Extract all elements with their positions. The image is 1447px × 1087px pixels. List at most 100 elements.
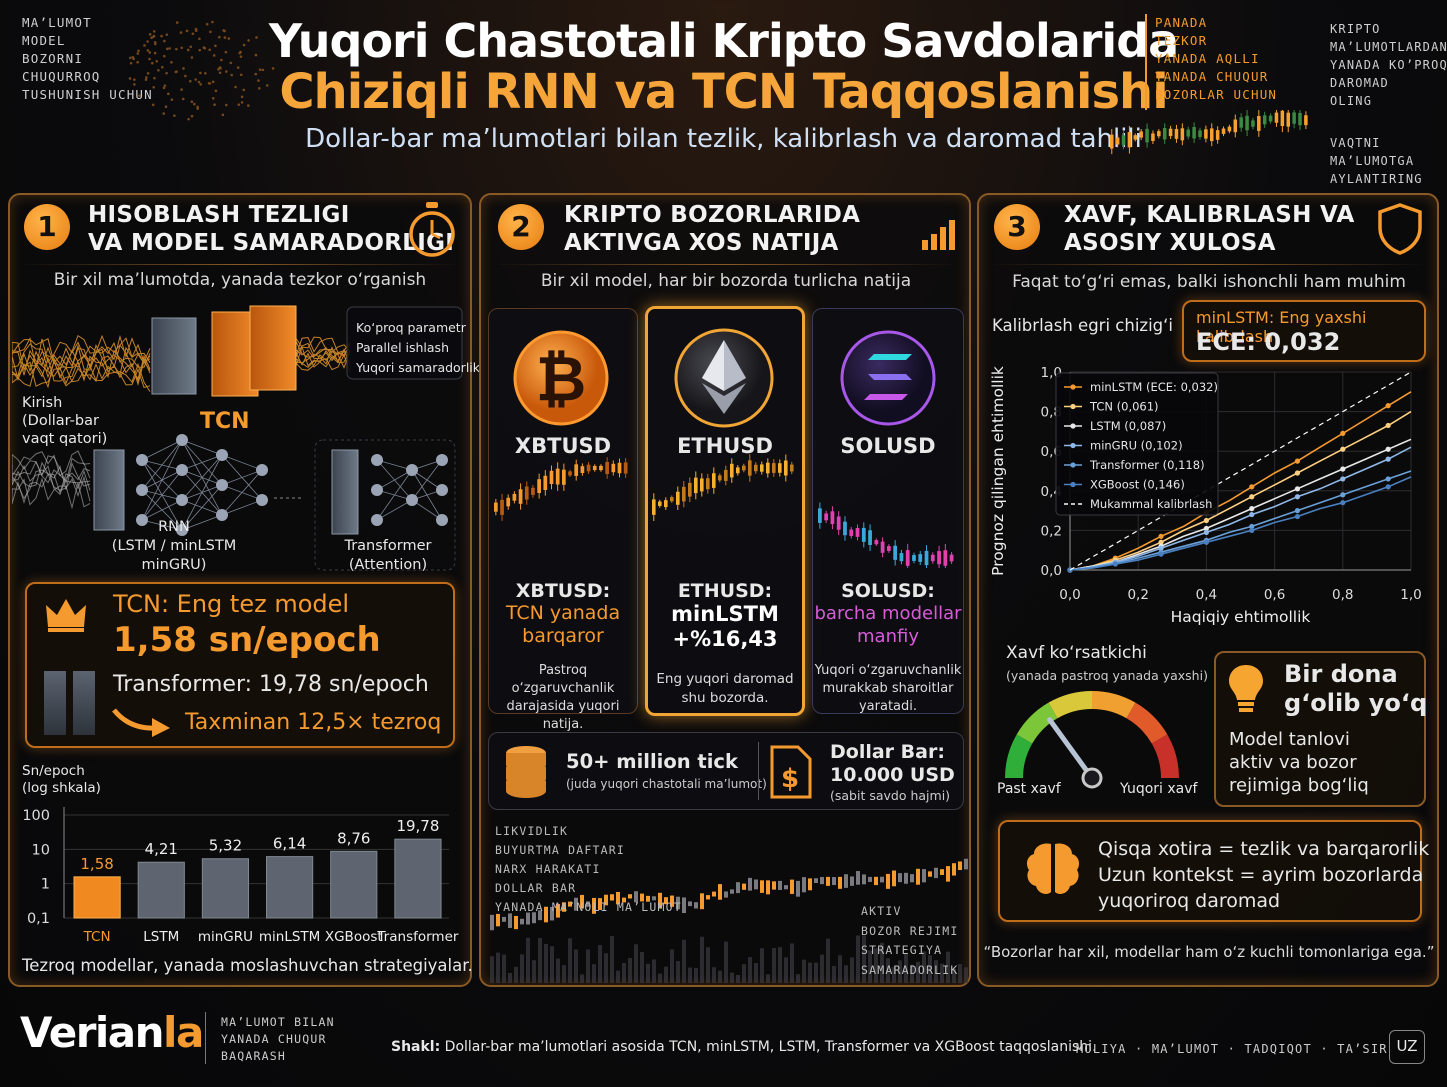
map-dot [180,88,183,91]
map-dot [131,55,135,59]
candle-body [937,551,941,565]
map-dot [214,44,217,48]
volume-bar [934,960,938,983]
candle-body [742,883,746,890]
candle-body [562,469,566,485]
candle-body [1257,116,1261,131]
corner-text-line: KRIPTO [1330,22,1381,36]
series-point [1385,456,1391,462]
volume-bar [646,963,650,983]
candle-body [778,880,782,890]
signal-wave [12,337,151,368]
volume-bar [916,961,920,983]
network-node [176,464,188,476]
candle-body [754,464,758,472]
candle-body [652,499,656,515]
candle-body [664,897,668,905]
map-dot [162,112,166,115]
volume-bar [496,952,500,983]
series-line [1069,391,1412,571]
x-tick-label: minLSTM [259,929,320,945]
map-dot [146,72,150,75]
signal-wave [12,469,91,500]
x-tick-label: LSTM [143,929,179,945]
map-dot [224,103,228,107]
candle-body [1157,131,1161,137]
candle-body [868,530,872,545]
candle-body [730,463,734,478]
map-dot [227,37,231,40]
candle-body [748,877,752,891]
series-point [1249,511,1255,518]
series-point [1112,561,1118,567]
series-point [1203,529,1209,535]
candle-body [670,895,674,907]
candle-body [520,918,524,925]
candle-body [718,884,722,900]
candle-body [605,461,609,475]
series-point [1158,539,1164,545]
candle-body [611,463,616,473]
candle-body [832,877,836,886]
candle-body [500,499,504,515]
network-edge [376,469,413,491]
candle-body [778,463,782,473]
market-ticker: ETHUSD [677,434,773,458]
candle-body [1221,128,1226,134]
candle-body [1215,130,1220,140]
rnn-label: RNN (LSTM / minLSTM minGRU) [111,519,237,573]
signal-wave [295,351,351,371]
candle-body [532,912,536,924]
market-result-solusd: SOLUSD: barcha modellar manfiy Yuqori o‘… [812,580,964,716]
tick-title: 50+ million tick [566,750,738,773]
map-dot [212,54,216,57]
best-calibration-box [1182,300,1426,362]
map-dot [133,78,136,81]
candle-body [1139,131,1143,138]
map-dot [165,47,169,51]
volume-bar [610,935,614,983]
tcn-feature-list: Ko‘proq parametr Parallel ishlash Yuqori… [356,318,480,378]
candle-body [568,901,572,907]
bar-icon [73,671,95,735]
candle-body [1133,135,1138,140]
candle-body [688,482,692,497]
network-node [176,434,188,446]
corner-text-line: MODEL [22,33,66,48]
panel-title-line: AKTIVGA XOS NATIJA [564,230,839,256]
y-tick-label: 1 [41,877,50,893]
language-badge[interactable]: UZ [1389,1030,1425,1064]
candle-body [886,873,890,889]
volume-bar [748,957,752,983]
market-result-note: Pastroq o‘zgaruvchanlik darajasida yuqor… [506,663,620,732]
candle-body [544,906,548,923]
candle-body [1274,112,1279,123]
candle-body [784,885,788,890]
map-dot [138,94,141,97]
legend-label: TCN (0,061) [1089,400,1159,414]
candle-body [490,914,494,931]
map-dot [223,29,226,33]
volume-bar [910,964,914,983]
candle-body [502,916,506,922]
dollar-document-icon: $ [770,745,812,799]
volume-bar [622,962,626,983]
candle-body [830,511,835,525]
volume-bar [616,970,620,983]
highlight-ratio: Taxminan 12,5× tezroq [185,710,442,735]
legend-label: minLSTM (ECE: 0,032) [1090,380,1218,394]
candle-body [652,896,656,901]
volume-bar [634,944,638,983]
candle-body [640,893,644,902]
map-dot [163,54,166,58]
network-edge [411,499,443,521]
lightbulb-icon [1229,665,1263,712]
candle-body [836,516,841,530]
candle-body [604,894,608,906]
volume-bar [844,965,848,983]
candle-body [646,895,650,902]
candle-body [905,550,910,566]
series-point [1340,476,1346,482]
volume-bar [592,964,596,983]
candle-body [1168,128,1173,137]
